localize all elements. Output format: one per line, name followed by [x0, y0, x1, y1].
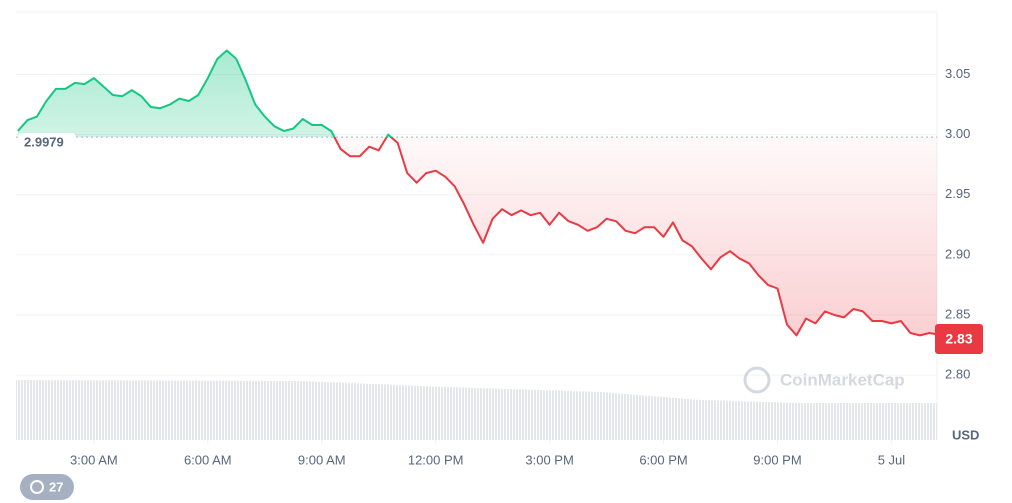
baseline-label-bg	[18, 133, 76, 154]
y-tick-label: 3.00	[945, 126, 970, 141]
x-tick-label: 3:00 AM	[70, 452, 118, 467]
baseline-label: 2.9979	[24, 135, 64, 150]
x-tick-label: 3:00 PM	[525, 452, 573, 467]
watermark-logo	[743, 366, 771, 394]
y-tick-label: 2.85	[945, 306, 970, 321]
y-tick-label: 2.95	[945, 186, 970, 201]
plot	[16, 49, 938, 337]
y-tick-label: 2.80	[945, 367, 970, 382]
price-area	[17, 50, 937, 336]
x-tick-label: 12:00 PM	[408, 452, 464, 467]
badge-count[interactable]: 27	[49, 479, 63, 494]
badge-icon[interactable]	[30, 480, 44, 494]
x-tick-label: 6:00 AM	[184, 452, 232, 467]
price-tag: 2.83	[945, 331, 972, 347]
watermark-text: CoinMarketCap	[780, 370, 905, 389]
y-tick-label: 2.90	[945, 246, 970, 261]
price-tag-bg	[935, 324, 983, 355]
x-tick-label: 9:00 PM	[753, 452, 801, 467]
y-tick-label: 3.05	[945, 66, 970, 81]
volume-area	[16, 380, 937, 440]
price-line	[17, 49, 938, 337]
history-badge[interactable]: 27	[20, 474, 74, 500]
x-tick-label: 6:00 PM	[639, 452, 687, 467]
x-tick-label: 5 Jul	[878, 452, 906, 467]
watermark: CoinMarketCap	[743, 366, 905, 394]
badge-bg[interactable]	[20, 474, 74, 500]
currency-label: USD	[952, 427, 979, 442]
x-tick-label: 9:00 AM	[298, 452, 346, 467]
